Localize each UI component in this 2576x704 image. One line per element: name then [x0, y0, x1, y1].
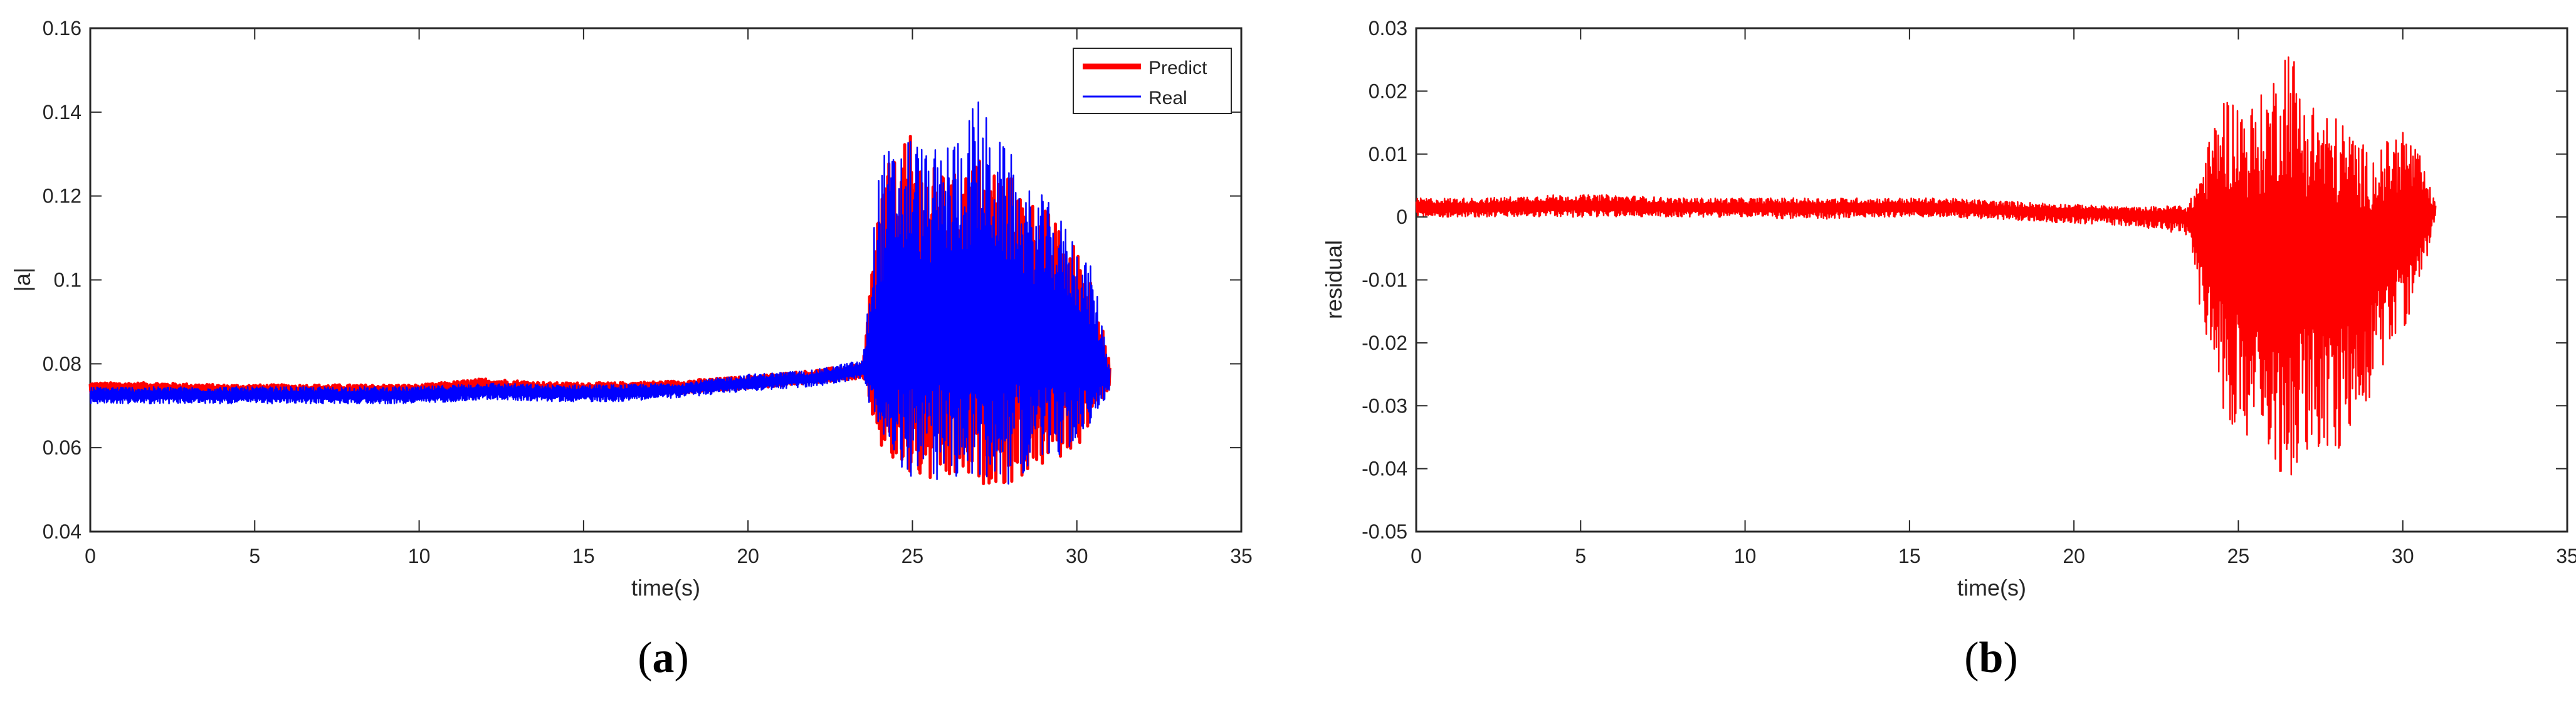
chart-b-y-tick-label: -0.02 [1362, 332, 1407, 354]
chart-a-axes: 0 5 10 15 20 25 30 35 0.04 0.06 0.08 0.1 0.12 0.14 0.1… [43, 17, 1253, 567]
chart-b-y-tick-label: -0.01 [1362, 269, 1407, 292]
caption-b-close: ) [2003, 634, 2018, 682]
caption-a-close: ) [674, 634, 689, 682]
caption-a-letter: a [652, 634, 675, 682]
chart-b-x-tick-label: 0 [1411, 545, 1422, 567]
chart-a-x-tick-label: 25 [902, 545, 924, 567]
legend-box [1073, 48, 1232, 114]
chart-b-ylabel: residual [1321, 240, 1347, 319]
chart-a-x-tick-label: 35 [1230, 545, 1253, 567]
chart-b-series-residual-line [1415, 56, 2437, 476]
chart-b-x-tick-label: 10 [1734, 545, 1757, 567]
chart-a-series-real-line [89, 101, 1111, 485]
chart-b-y-tick-label: 0.01 [1369, 143, 1407, 165]
caption-b-letter: b [1979, 634, 2004, 682]
chart-b-x-tick-label: 15 [1898, 545, 1921, 567]
chart-a-y-tick-label: 0.12 [43, 185, 81, 208]
chart-b-y-tick-label: 0.03 [1369, 17, 1407, 39]
chart-a-y-tick-label: 0.04 [43, 520, 81, 543]
caption-a-open: ( [638, 634, 653, 682]
chart-a-y-tick-label: 0.16 [43, 17, 81, 39]
chart-a-x-tick-label: 10 [408, 545, 431, 567]
chart-b-x-tick-label: 25 [2227, 545, 2250, 567]
chart-b-y-tick-label: 0 [1396, 206, 1407, 228]
chart-b: 0 5 10 15 20 25 30 35 -0.05 -0.04 -0.03 -0.02 -0.01 0… [1321, 17, 2576, 601]
legend-real-label: Real [1149, 88, 1187, 108]
chart-a-y-tick-label: 0.08 [43, 352, 81, 375]
chart-a-x-tick-label: 20 [737, 545, 759, 567]
chart-a-ylabel: |a| [9, 268, 35, 292]
chart-b-marks [1415, 56, 2437, 476]
caption-a: (a) [569, 633, 757, 683]
caption-b-open: ( [1964, 634, 1979, 682]
chart-a-y-tick-label: 0.06 [43, 436, 81, 459]
chart-a-y-tick-label: 0.14 [43, 101, 81, 123]
legend-predict-label: Predict [1149, 58, 1207, 78]
chart-b-xlabel: time(s) [1957, 575, 2026, 601]
chart-a-x-tick-label: 5 [249, 545, 260, 567]
chart-a-xlabel: time(s) [631, 575, 700, 601]
chart-b-x-tick-label: 20 [2063, 545, 2085, 567]
chart-a-legend: Predict Real [1073, 48, 1232, 114]
chart-a-y-tick-label: 0.1 [54, 269, 81, 292]
chart-a-x-tick-label: 30 [1066, 545, 1088, 567]
chart-b-y-tick-label: -0.03 [1362, 394, 1407, 417]
chart-b-y-tick-label: -0.05 [1362, 520, 1407, 543]
chart-b-axes: 0 5 10 15 20 25 30 35 -0.05 -0.04 -0.03 -0.02 -0.01 0… [1362, 17, 2576, 567]
chart-a-marks [88, 101, 1112, 485]
chart-a: 0 5 10 15 20 25 30 35 0.04 0.06 0.08 0.1 0.12 0.14 0.1… [9, 17, 1253, 601]
chart-b-y-tick-label: 0.02 [1369, 80, 1407, 102]
chart-b-x-tick-label: 5 [1575, 545, 1586, 567]
chart-a-x-tick-label: 0 [85, 545, 96, 567]
caption-b: (b) [1897, 633, 2085, 683]
chart-b-x-tick-label: 35 [2556, 545, 2576, 567]
chart-a-x-tick-label: 15 [572, 545, 595, 567]
chart-b-y-tick-label: -0.04 [1362, 458, 1407, 480]
chart-b-x-tick-label: 30 [2392, 545, 2414, 567]
